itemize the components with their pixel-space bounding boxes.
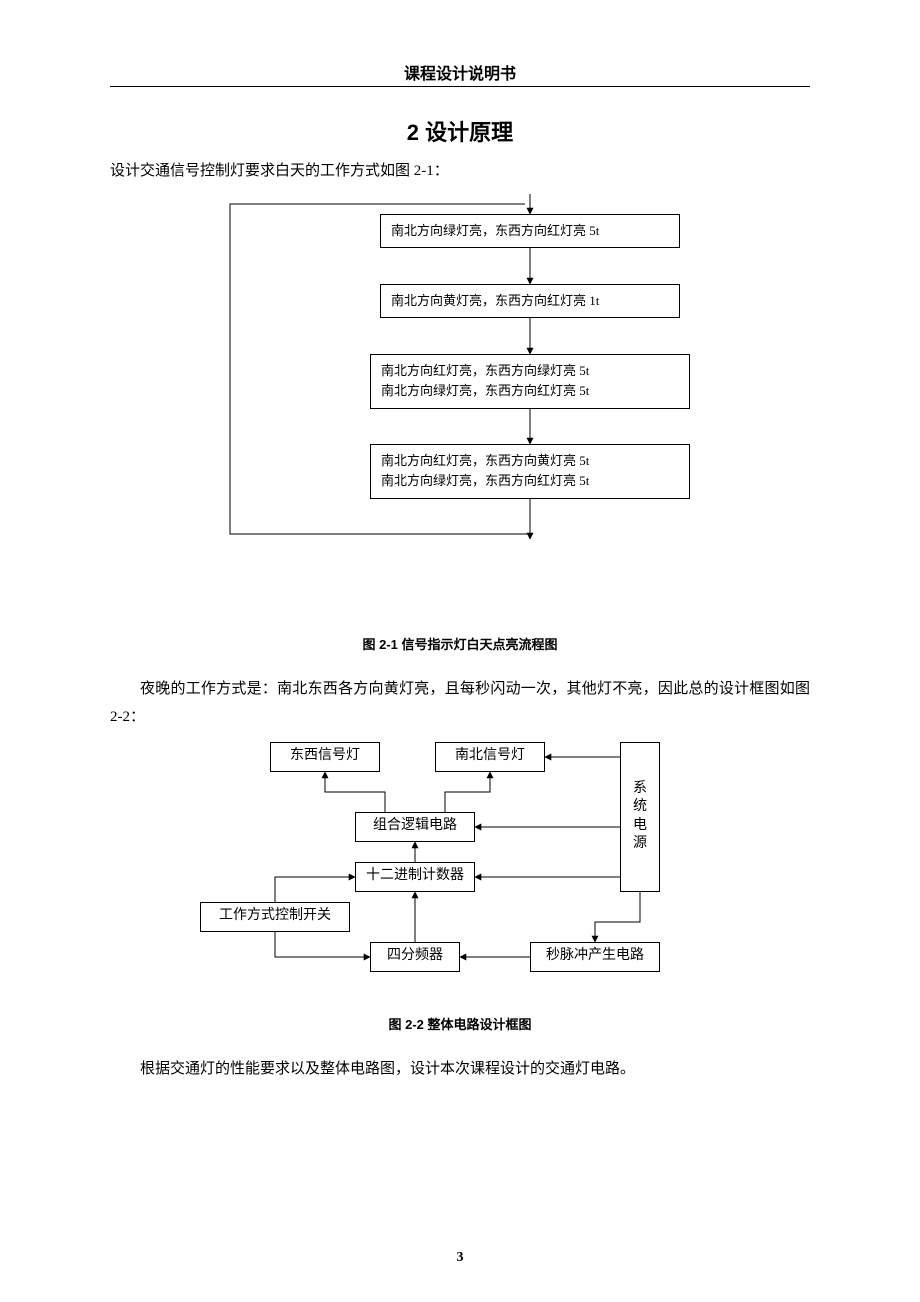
- flow-node-4-line-1: 南北方向红灯亮，东西方向黄灯亮 5t: [381, 453, 589, 468]
- paragraph-2: 夜晚的工作方式是：南北东西各方向黄灯亮，且每秒闪动一次，其他灯不亮，因此总的设计…: [110, 675, 810, 732]
- block-logic: 组合逻辑电路: [355, 812, 475, 842]
- block-power: 系 统 电 源: [620, 742, 660, 892]
- block-diagram-2-2: 东西信号灯 南北信号灯 组合逻辑电路 十二进制计数器 工作方式控制开关 四分频器…: [200, 742, 720, 992]
- block-divider-label: 四分频器: [387, 947, 443, 965]
- paragraph-1: 设计交通信号控制灯要求白天的工作方式如图 2-1：: [110, 157, 810, 186]
- block-pulse: 秒脉冲产生电路: [530, 942, 660, 972]
- document-page: 课程设计说明书 2 设计原理 设计交通信号控制灯要求白天的工作方式如图 2-1：: [0, 0, 920, 1123]
- block-ns-signal: 南北信号灯: [435, 742, 545, 772]
- flow-node-4-line-2: 南北方向绿灯亮，东西方向红灯亮 5t: [381, 473, 589, 488]
- page-header-title: 课程设计说明书: [110, 60, 810, 84]
- section-title-text: 设计原理: [425, 120, 513, 145]
- flow-node-1: 南北方向绿灯亮，东西方向红灯亮 5t: [380, 214, 680, 249]
- block-switch: 工作方式控制开关: [200, 902, 350, 932]
- figure-caption-1: 图 2-1 信号指示灯白天点亮流程图: [110, 634, 810, 653]
- paragraph-3: 根据交通灯的性能要求以及整体电路图，设计本次课程设计的交通灯电路。: [110, 1055, 810, 1084]
- section-heading: 2 设计原理: [110, 115, 810, 147]
- flow-node-2-line-1: 南北方向黄灯亮，东西方向红灯亮 1t: [391, 293, 599, 308]
- block-logic-label: 组合逻辑电路: [373, 817, 457, 835]
- figure-caption-2: 图 2-2 整体电路设计框图: [110, 1014, 810, 1033]
- flow-node-3: 南北方向红灯亮，东西方向绿灯亮 5t 南北方向绿灯亮，东西方向红灯亮 5t: [370, 354, 690, 410]
- block-counter-label: 十二进制计数器: [366, 867, 464, 885]
- flow-node-3-line-2: 南北方向绿灯亮，东西方向红灯亮 5t: [381, 383, 589, 398]
- block-ew-label: 东西信号灯: [290, 747, 360, 765]
- flow-node-2: 南北方向黄灯亮，东西方向红灯亮 1t: [380, 284, 680, 319]
- block-ns-label: 南北信号灯: [455, 747, 525, 765]
- block-ew-signal: 东西信号灯: [270, 742, 380, 772]
- block-power-c3: 电: [633, 817, 647, 835]
- block-pulse-label: 秒脉冲产生电路: [546, 947, 644, 965]
- flow-node-4: 南北方向红灯亮，东西方向黄灯亮 5t 南北方向绿灯亮，东西方向红灯亮 5t: [370, 444, 690, 500]
- flowchart-2-1: 南北方向绿灯亮，东西方向红灯亮 5t 南北方向黄灯亮，东西方向红灯亮 1t 南北…: [190, 194, 730, 574]
- block-switch-label: 工作方式控制开关: [219, 907, 331, 925]
- block-power-c1: 系: [633, 780, 647, 798]
- block-power-c2: 统: [633, 798, 647, 816]
- flow-node-3-line-1: 南北方向红灯亮，东西方向绿灯亮 5t: [381, 363, 589, 378]
- block-counter: 十二进制计数器: [355, 862, 475, 892]
- block-power-c4: 源: [633, 835, 647, 853]
- header-rule: [110, 86, 810, 87]
- page-number: 3: [0, 1250, 920, 1266]
- block-divider: 四分频器: [370, 942, 460, 972]
- flow-node-1-line-1: 南北方向绿灯亮，东西方向红灯亮 5t: [391, 223, 599, 238]
- section-number: 2: [407, 120, 419, 145]
